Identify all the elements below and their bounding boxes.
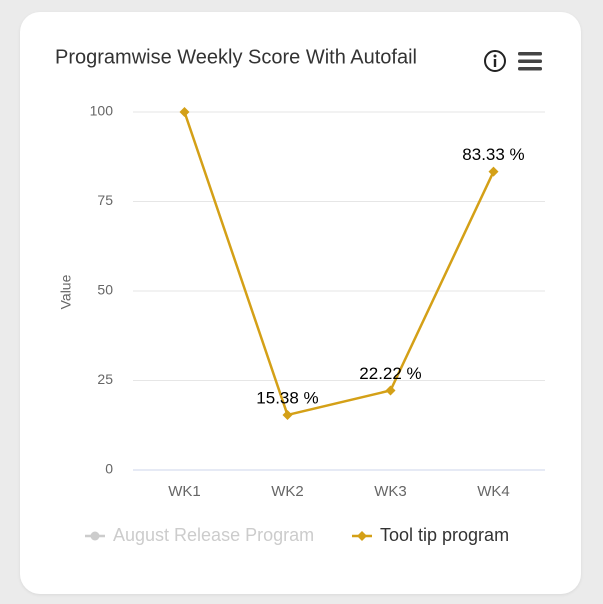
series-line	[183, 111, 495, 417]
x-tick-label: WK4	[477, 483, 510, 500]
legend-marker	[90, 531, 100, 541]
x-tick-label: WK2	[271, 483, 304, 500]
info-icon[interactable]	[484, 50, 506, 72]
y-tick-label: 0	[105, 461, 113, 477]
point-marker	[179, 107, 190, 117]
point-marker	[488, 166, 499, 177]
data-label: 15.38 %	[256, 388, 318, 407]
card	[20, 12, 581, 594]
y-tick-label: 50	[97, 282, 113, 298]
legend-label[interactable]: Tool tip program	[380, 525, 509, 545]
y-tick-label: 100	[90, 103, 114, 119]
y-axis-label: Value	[58, 274, 74, 309]
menu-icon[interactable]	[518, 52, 542, 71]
x-tick-label: WK3	[374, 483, 407, 500]
chart-title: Programwise Weekly Score With Autofail	[55, 46, 417, 68]
data-label: 83.33 %	[462, 145, 524, 164]
y-tick-label: 75	[97, 192, 113, 208]
point-marker	[282, 409, 293, 420]
legend-label[interactable]: August Release Program	[113, 525, 314, 545]
point-marker	[385, 385, 396, 396]
x-tick-label: WK1	[168, 483, 201, 500]
legend-marker	[357, 531, 367, 541]
y-tick-label: 25	[97, 371, 113, 387]
data-label: 22.22 %	[359, 364, 421, 383]
